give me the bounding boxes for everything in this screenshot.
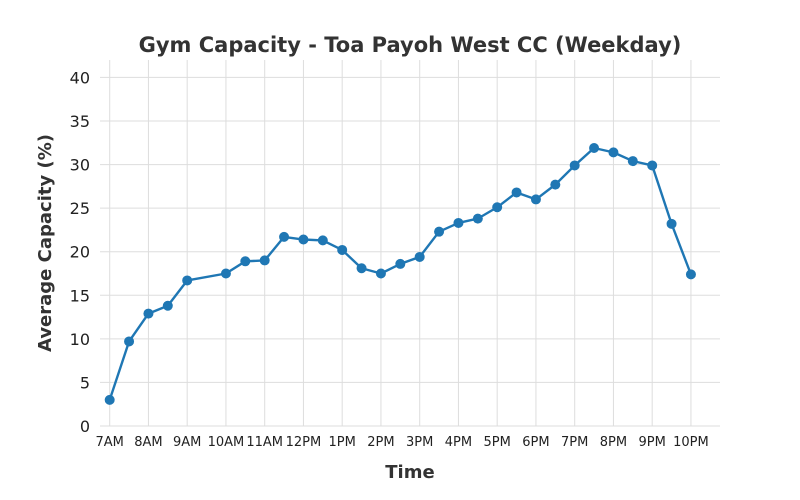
data-point	[124, 336, 135, 347]
data-point	[337, 244, 348, 255]
x-tick-label: 3PM	[406, 435, 433, 450]
data-point	[395, 258, 406, 269]
data-point	[162, 300, 173, 311]
data-point	[317, 235, 328, 246]
data-point	[453, 217, 464, 228]
y-tick-label: 30	[70, 156, 90, 175]
data-point	[647, 160, 658, 171]
x-tick-label: 1PM	[329, 435, 356, 450]
data-point	[414, 251, 425, 262]
y-tick-labels: 0 5 10 15 20 25 30 35 40	[70, 68, 90, 436]
x-tick-label: 5PM	[484, 435, 511, 450]
y-tick-label: 0	[80, 417, 90, 436]
y-tick-label: 25	[70, 199, 90, 218]
data-point	[220, 268, 231, 279]
x-axis-label: Time	[385, 462, 434, 483]
y-axis-label: Average Capacity (%)	[35, 134, 56, 352]
y-tick-label: 5	[80, 373, 90, 392]
x-tick-label: 7AM	[95, 435, 123, 450]
data-point	[298, 234, 309, 245]
data-point	[511, 187, 522, 198]
data-point	[550, 179, 561, 190]
data-point	[569, 160, 580, 171]
data-point	[182, 275, 193, 286]
x-tick-label: 4PM	[445, 435, 472, 450]
x-tick-label: 9PM	[639, 435, 666, 450]
x-tick-label: 9AM	[173, 435, 201, 450]
data-point	[666, 218, 677, 229]
series-line	[108, 146, 693, 401]
x-tick-label: 7PM	[561, 435, 588, 450]
y-tick-label: 40	[70, 68, 90, 87]
data-point	[434, 226, 445, 237]
x-tick-label: 10AM	[208, 435, 245, 450]
x-tick-label: 8PM	[600, 435, 627, 450]
x-tick-label: 11AM	[246, 435, 283, 450]
y-tick-label: 35	[70, 112, 90, 131]
x-tick-labels: 7AM 8AM 9AM 10AM 11AM 12PM 1PM 2PM 3PM 4PM 5PM 6PM 7…	[95, 435, 708, 450]
series-layer	[104, 143, 696, 405]
x-tick-label: 10PM	[673, 435, 709, 450]
data-point	[530, 194, 541, 205]
x-tick-label: 2PM	[367, 435, 394, 450]
data-point	[492, 202, 503, 213]
y-tick-label: 20	[70, 243, 90, 262]
x-tick-label: 12PM	[286, 435, 322, 450]
data-point	[685, 269, 696, 280]
data-point	[627, 156, 638, 167]
x-tick-label: 8AM	[134, 435, 162, 450]
data-point	[279, 231, 290, 242]
data-point	[375, 268, 386, 279]
grid-lines	[100, 60, 720, 427]
data-point	[104, 394, 115, 405]
data-point	[472, 213, 483, 224]
y-tick-label: 15	[70, 286, 90, 305]
x-tick-label: 6PM	[522, 435, 549, 450]
chart-title: Gym Capacity - Toa Payoh West CC (Weekda…	[139, 33, 682, 57]
y-tick-label: 10	[70, 330, 90, 349]
data-point	[240, 256, 251, 267]
data-point	[589, 143, 600, 154]
data-point	[356, 263, 367, 274]
data-point	[143, 308, 154, 319]
data-point	[608, 147, 619, 158]
data-point	[259, 255, 270, 266]
